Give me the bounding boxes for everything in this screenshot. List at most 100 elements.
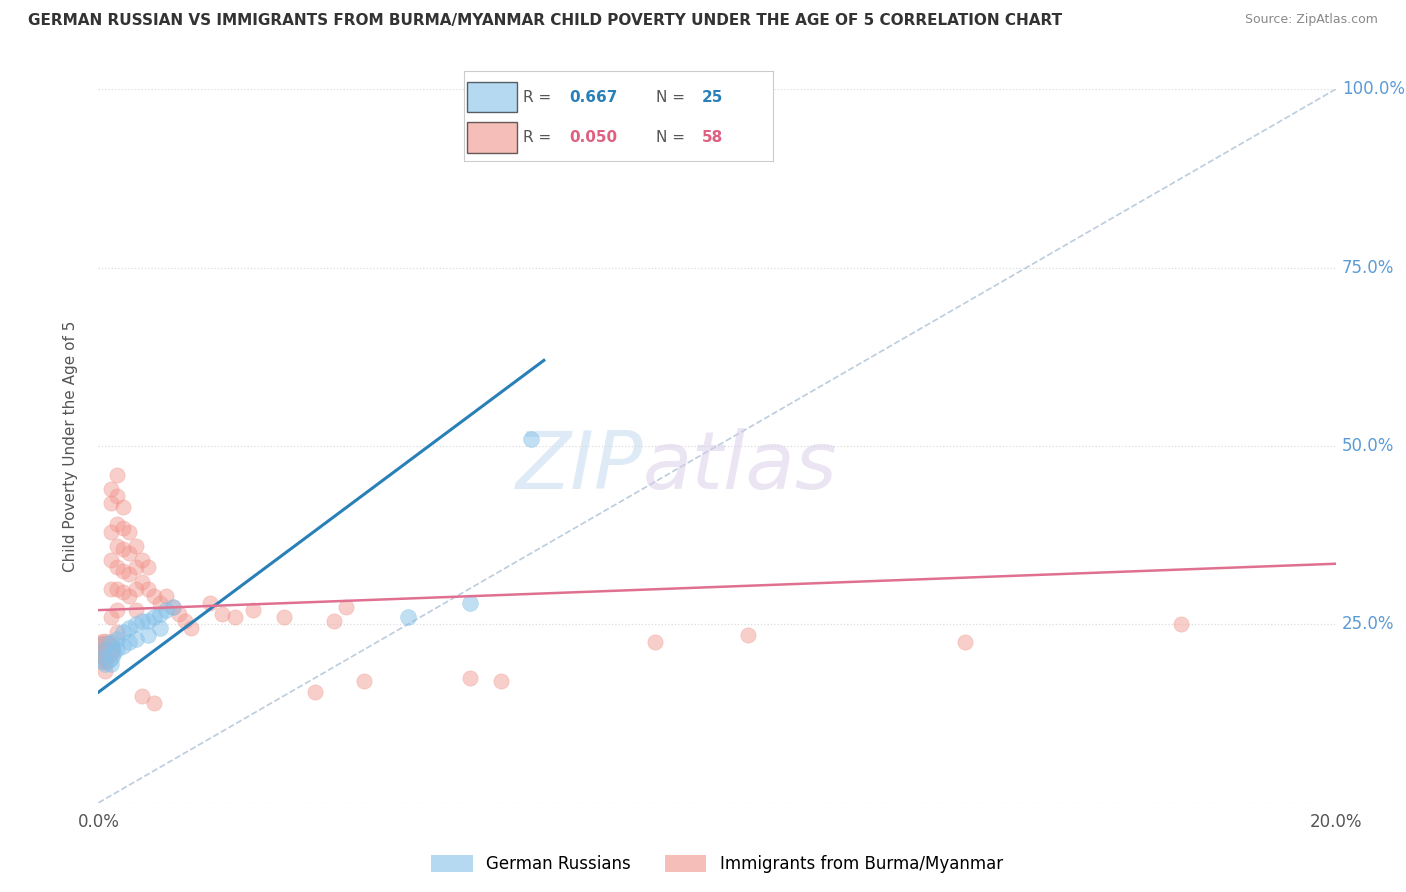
Point xyxy=(118,524,141,539)
Point xyxy=(136,628,159,642)
Point xyxy=(105,489,128,503)
Point xyxy=(224,610,246,624)
Point xyxy=(93,649,115,664)
Point xyxy=(93,646,115,660)
Point xyxy=(149,607,172,621)
Point xyxy=(93,646,115,660)
Point xyxy=(93,642,115,657)
Point xyxy=(353,674,375,689)
Point xyxy=(105,603,128,617)
Point xyxy=(105,467,128,482)
Point xyxy=(100,553,122,567)
Point xyxy=(93,642,115,657)
Point xyxy=(100,482,122,496)
Point xyxy=(396,610,419,624)
Point xyxy=(118,589,141,603)
Point xyxy=(162,599,184,614)
Text: 25.0%: 25.0% xyxy=(1341,615,1395,633)
Point xyxy=(93,642,115,657)
Text: 75.0%: 75.0% xyxy=(1341,259,1395,277)
Point xyxy=(112,521,135,535)
Point xyxy=(180,621,202,635)
FancyBboxPatch shape xyxy=(467,122,516,153)
Point xyxy=(124,603,146,617)
Text: R =: R = xyxy=(523,90,555,104)
Point xyxy=(93,646,115,660)
Point xyxy=(93,646,115,660)
Point xyxy=(131,614,153,628)
Point xyxy=(112,564,135,578)
Point xyxy=(112,500,135,514)
Point xyxy=(105,624,128,639)
Point xyxy=(100,496,122,510)
Text: 50.0%: 50.0% xyxy=(1341,437,1395,455)
Point xyxy=(105,632,128,646)
Point xyxy=(124,617,146,632)
Point xyxy=(131,553,153,567)
Point xyxy=(118,567,141,582)
Point xyxy=(124,560,146,574)
Point xyxy=(304,685,326,699)
Point xyxy=(100,582,122,596)
Point xyxy=(211,607,233,621)
Point xyxy=(93,646,115,660)
Point xyxy=(273,610,295,624)
Text: GERMAN RUSSIAN VS IMMIGRANTS FROM BURMA/MYANMAR CHILD POVERTY UNDER THE AGE OF 5: GERMAN RUSSIAN VS IMMIGRANTS FROM BURMA/… xyxy=(28,13,1063,29)
Point xyxy=(105,539,128,553)
Point xyxy=(93,646,115,660)
Point xyxy=(143,589,166,603)
Point xyxy=(93,642,115,657)
Point xyxy=(93,646,115,660)
Point xyxy=(112,542,135,557)
Point xyxy=(149,621,172,635)
Text: 0.667: 0.667 xyxy=(569,90,617,104)
Point xyxy=(149,596,172,610)
Point xyxy=(155,589,177,603)
Point xyxy=(93,664,115,678)
Point xyxy=(118,546,141,560)
Legend: German Russians, Immigrants from Burma/Myanmar: German Russians, Immigrants from Burma/M… xyxy=(425,848,1010,880)
Point xyxy=(93,642,115,657)
Point xyxy=(489,674,512,689)
FancyBboxPatch shape xyxy=(467,82,516,112)
Point xyxy=(93,642,115,657)
Point xyxy=(322,614,344,628)
Text: 58: 58 xyxy=(702,130,724,145)
Point xyxy=(124,632,146,646)
Text: 100.0%: 100.0% xyxy=(1341,80,1405,98)
Point xyxy=(520,432,543,446)
Text: N =: N = xyxy=(655,90,689,104)
Point xyxy=(162,599,184,614)
Text: N =: N = xyxy=(655,130,689,145)
Point xyxy=(155,603,177,617)
Point xyxy=(136,614,159,628)
Text: 25: 25 xyxy=(702,90,724,104)
Point xyxy=(242,603,264,617)
Text: ZIP: ZIP xyxy=(516,428,643,507)
Text: Source: ZipAtlas.com: Source: ZipAtlas.com xyxy=(1244,13,1378,27)
Point xyxy=(100,646,122,660)
Point xyxy=(143,696,166,710)
Point xyxy=(644,635,666,649)
Point xyxy=(93,646,115,660)
Point xyxy=(136,560,159,574)
Point xyxy=(167,607,190,621)
Point xyxy=(124,582,146,596)
Point xyxy=(93,642,115,657)
Point xyxy=(198,596,221,610)
Point xyxy=(105,582,128,596)
Point xyxy=(1170,617,1192,632)
Point xyxy=(100,657,122,671)
Text: 0.050: 0.050 xyxy=(569,130,617,145)
Point xyxy=(953,635,976,649)
Point xyxy=(105,517,128,532)
Y-axis label: Child Poverty Under the Age of 5: Child Poverty Under the Age of 5 xyxy=(63,320,77,572)
Point xyxy=(93,653,115,667)
Point xyxy=(458,671,481,685)
Point xyxy=(100,610,122,624)
Point xyxy=(105,560,128,574)
Point xyxy=(136,582,159,596)
Point xyxy=(112,585,135,599)
Point xyxy=(112,639,135,653)
Point xyxy=(112,624,135,639)
